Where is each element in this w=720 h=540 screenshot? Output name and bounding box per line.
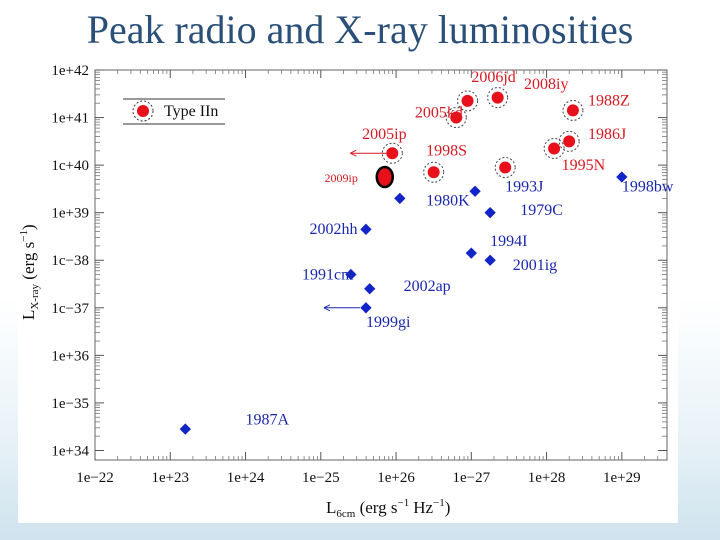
point-1991cm: [345, 268, 357, 281]
legend-iin-label: Type IIn: [164, 103, 218, 120]
label-1979C: 1979C: [520, 202, 563, 219]
x-axis-close: ): [445, 498, 451, 517]
x-tick-label: 1e+23: [151, 470, 189, 486]
y-tick-label: 1c+40: [51, 158, 89, 174]
point-labels: 2006jd 2008iy 1988Z 2005kd 2005ip 1998S 1986J 1…: [246, 69, 674, 428]
point-1980K: [394, 192, 406, 205]
point-ring-1995N: [543, 137, 565, 159]
x-tick-label: 1e+28: [528, 470, 566, 486]
y-axis-close: ): [19, 224, 38, 230]
point-2005kd: [450, 111, 463, 124]
x-tick-label: 1e−25: [302, 470, 340, 486]
y-tick-label: 1e+42: [51, 63, 89, 79]
label-1988Z: 1988Z: [588, 93, 630, 110]
x-axis-title: L6cm (erg s−1 Hz−1): [326, 497, 450, 520]
point-1979C: [484, 207, 496, 219]
point-1994I: [465, 247, 477, 259]
label-2009ip: 2009ip: [325, 171, 358, 185]
y-tick-label: 1e+41: [51, 111, 89, 127]
y-axis-units: (erg s: [19, 242, 38, 284]
point-1999gi: [360, 302, 372, 314]
label-1999gi: 1999gi: [366, 314, 411, 331]
label-1995N: 1995N: [562, 157, 606, 174]
y-axis-subscript: X-ray: [29, 283, 41, 309]
point-2006jd: [461, 94, 474, 107]
point-2005ip: [386, 147, 399, 160]
y-tick-labels: 1e+34 1e−35 1e+36 1c−37 1c−38 1e+39 1c+40 1e+41…: [51, 63, 89, 459]
point-1993J: [469, 185, 481, 197]
y-axis-label: L: [19, 310, 38, 320]
point-ring-2005ip: [381, 142, 403, 164]
legend-iin-ring: [132, 100, 154, 122]
chart-panel: 1e−22 1e+23 1e+24 1e−25 1e+26 1e−27 1e+28 1e+29…: [18, 58, 678, 523]
y-tick-label: 1e+36: [51, 348, 89, 364]
point-ring-1998S: [423, 161, 445, 183]
label-2001ig: 2001ig: [513, 257, 557, 274]
svg-text:LX-ray (erg s−1): LX-ray (erg s−1): [18, 224, 41, 320]
label-2005ip: 2005ip: [362, 126, 406, 143]
label-1980K: 1980K: [426, 193, 470, 210]
label-1994I: 1994I: [490, 233, 527, 250]
x-tick-label: 1e+29: [603, 470, 641, 486]
point-2002hh: [360, 223, 372, 235]
slide-title: Peak radio and X-ray luminosities: [86, 7, 634, 52]
x-axis-units: (erg s: [355, 498, 397, 517]
point-ring-1988Z: [562, 99, 584, 121]
label-2002ap: 2002ap: [404, 278, 451, 295]
y-tick-label: 1e−35: [51, 396, 89, 412]
x-axis-subscript: 6cm: [336, 508, 355, 520]
upper-limit-arrowhead: [350, 149, 357, 157]
x-tick-label: 1e+24: [227, 470, 265, 486]
label-2008iy: 2008iy: [524, 76, 568, 93]
x-tick-labels: 1e−22 1e+23 1e+24 1e−25 1e+26 1e−27 1e+28 1e+29: [76, 470, 640, 486]
y-tick-label: 1e+34: [51, 443, 89, 459]
axis-ticks: [94, 69, 667, 460]
label-1986J: 1986J: [588, 126, 626, 143]
point-2008iy: [491, 91, 504, 104]
point-ring-1986J: [558, 130, 580, 152]
y-tick-label: 1e+39: [51, 206, 89, 222]
legend: Type IIn: [123, 98, 225, 125]
label-1991cm: 1991cm: [302, 266, 354, 283]
legend-iin-marker: [137, 105, 149, 117]
label-1987A: 1987A: [246, 411, 290, 428]
point-1988Z: [566, 104, 579, 117]
y-tick-label: 1c−38: [51, 253, 89, 269]
point-1995N: [548, 142, 561, 155]
label-2005kd: 2005kd: [415, 105, 463, 122]
upper-limit-arrowhead: [323, 304, 331, 312]
upper-limit-arrows: [323, 149, 387, 312]
point-ring-2008iy: [487, 87, 509, 109]
x-tick-label: 1e−27: [453, 470, 491, 486]
label-1993J: 1993J: [505, 178, 543, 195]
y-axis-title: LX-ray (erg s−1): [18, 224, 41, 320]
point-1998S: [427, 166, 440, 179]
label-2006jd: 2006jd: [471, 69, 515, 86]
point-2009ip: [375, 165, 395, 189]
point-1993J-IIn: [499, 161, 512, 174]
point-1986J: [563, 135, 576, 148]
luminosity-scatter-chart: 1e−22 1e+23 1e+24 1e−25 1e+26 1e−27 1e+28 1e+29…: [18, 63, 674, 520]
label-1998bw: 1998bw: [622, 178, 674, 195]
point-ring-2006jd: [457, 90, 479, 112]
y-tick-label: 1c−37: [51, 301, 89, 317]
point-2001ig: [484, 254, 496, 266]
point-ring-1993J-IIn: [494, 157, 516, 178]
x-axis-units-hz: Hz: [413, 498, 433, 517]
x-tick-label: 1e−22: [76, 470, 114, 486]
svg-text:L6cm (erg s−1Hz−1): L6cm (erg s−1 Hz−1): [326, 497, 450, 520]
label-1998S: 1998S: [426, 143, 467, 160]
x-tick-label: 1e+26: [377, 470, 415, 486]
point-ring-2005kd: [445, 107, 467, 129]
point-2002ap: [364, 283, 376, 295]
x-axis-label: L: [326, 498, 336, 517]
point-1987A: [179, 423, 191, 435]
label-2002hh: 2002hh: [310, 221, 358, 238]
